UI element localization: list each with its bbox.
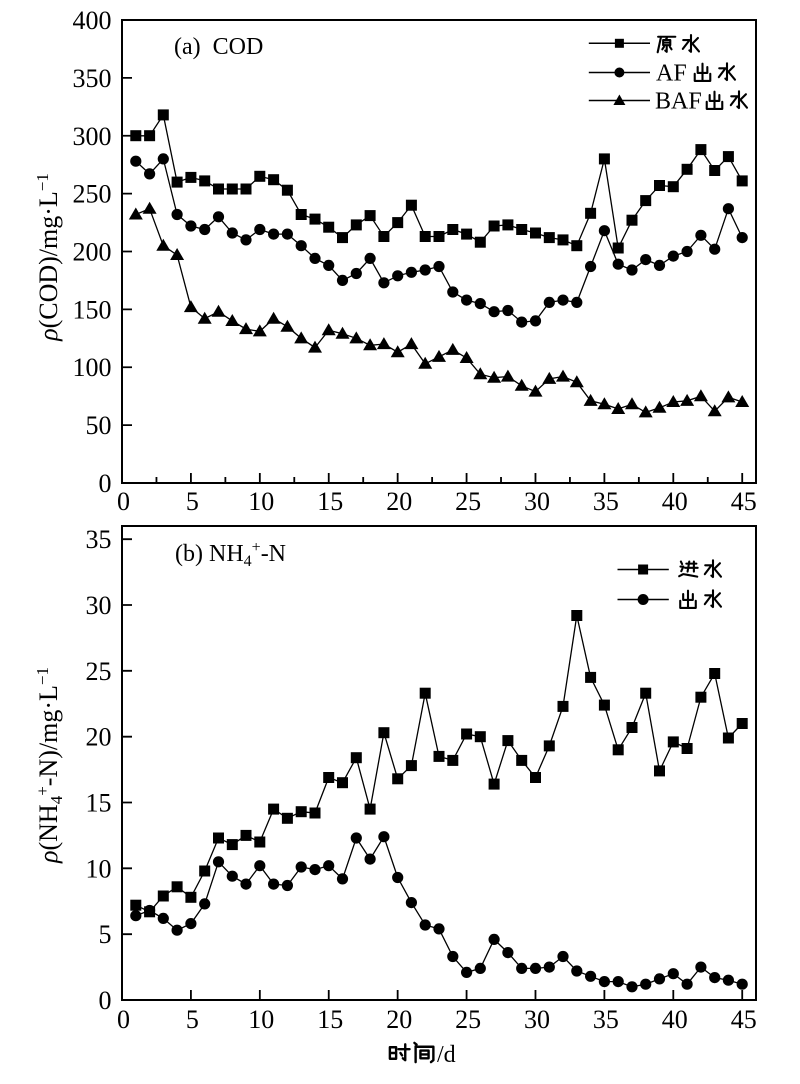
svg-text:35: 35 [593, 1005, 619, 1034]
svg-text:0: 0 [117, 1005, 130, 1034]
svg-text:20: 20 [86, 723, 112, 752]
svg-text:25: 25 [86, 657, 112, 686]
svg-text:10: 10 [86, 854, 112, 883]
svg-text:45: 45 [731, 1005, 757, 1034]
svg-text:50: 50 [86, 411, 112, 440]
svg-text:ρ(NH4+-N)/mg·L−1: ρ(NH4+-N)/mg·L−1 [33, 667, 66, 864]
svg-text:200: 200 [73, 238, 112, 267]
svg-text:100: 100 [73, 353, 112, 382]
svg-text:35: 35 [593, 487, 619, 516]
svg-text:15: 15 [317, 487, 343, 516]
svg-text:15: 15 [86, 789, 112, 818]
svg-text:10: 10 [248, 1005, 274, 1034]
svg-text:350: 350 [73, 64, 112, 93]
svg-text:(b) NH4+-N: (b) NH4+-N [175, 539, 286, 570]
svg-text:20: 20 [386, 487, 412, 516]
svg-text:30: 30 [86, 591, 112, 620]
svg-text:30: 30 [524, 1005, 550, 1034]
svg-text:ρ(COD)/mg·L−1: ρ(COD)/mg·L−1 [33, 173, 63, 342]
svg-text:15: 15 [317, 1005, 343, 1034]
svg-text:0: 0 [99, 469, 112, 498]
svg-text:45: 45 [731, 487, 757, 516]
svg-text:300: 300 [73, 122, 112, 151]
svg-text:0: 0 [117, 487, 130, 516]
svg-text:(a) COD: (a) COD [174, 34, 263, 60]
svg-text:10: 10 [248, 487, 274, 516]
svg-text:30: 30 [524, 487, 550, 516]
svg-text:40: 40 [662, 487, 688, 516]
svg-text:35: 35 [86, 525, 112, 554]
svg-text:0: 0 [99, 986, 112, 1015]
svg-text:400: 400 [73, 6, 112, 35]
svg-text:250: 250 [73, 180, 112, 209]
svg-text:5: 5 [186, 1005, 199, 1034]
svg-text:BAF: BAF [655, 89, 702, 115]
svg-text:25: 25 [455, 1005, 481, 1034]
svg-text:5: 5 [99, 920, 112, 949]
svg-text:5: 5 [186, 487, 199, 516]
svg-text:150: 150 [73, 295, 112, 324]
svg-text:40: 40 [662, 1005, 688, 1034]
svg-text:20: 20 [386, 1005, 412, 1034]
svg-text:AF: AF [656, 61, 687, 87]
svg-text:25: 25 [455, 487, 481, 516]
svg-text:/d: /d [437, 1042, 456, 1068]
